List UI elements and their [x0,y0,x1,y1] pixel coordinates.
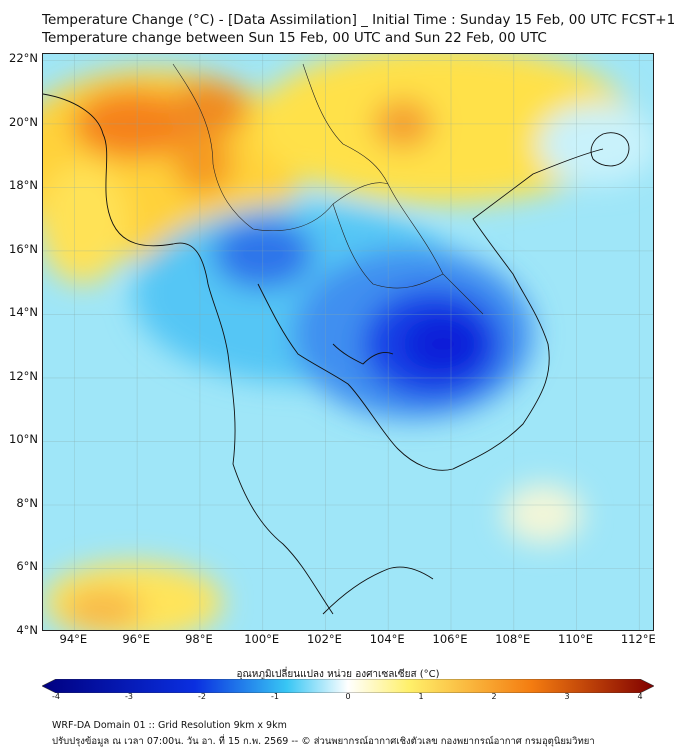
colorbar-gradient [42,679,654,693]
longitude-label: 106°E [432,632,468,646]
latitude-label: 14°N [9,305,38,320]
warm-spot-south [63,589,143,629]
cold-core-center [403,314,483,374]
longitude-label: 108°E [495,632,531,646]
latitude-label: 8°N [16,495,38,510]
longitude-label: 110°E [558,632,594,646]
colorbar-tick: -4 [52,692,60,701]
latitude-label: 12°N [9,368,38,383]
chart-subtitle: Temperature change between Sun 15 Feb, 0… [42,30,547,46]
colorbar-tick: -1 [271,692,279,701]
footer-model-info: WRF-DA Domain 01 :: Grid Resolution 9km … [52,720,287,731]
border-3 [332,203,444,289]
border-4 [387,183,484,315]
cold-spot-west [213,219,313,289]
graticule [43,54,653,630]
colorbar-tick: 2 [491,692,497,701]
map-canvas [43,54,653,630]
warm-region-north [253,54,633,204]
colorbar-tick: 3 [564,692,570,701]
longitude-label: 96°E [122,632,150,646]
colorbar [42,679,654,693]
borders [172,63,484,315]
temperature-change-map [42,53,654,631]
coastline-west [43,93,334,615]
latitude-label: 4°N [16,623,38,637]
hot-spot-4 [373,99,433,149]
latitude-label: 10°N [9,432,38,447]
longitude-label: 102°E [306,632,342,646]
colorbar-tick: -3 [125,692,133,701]
colorbar-tick: 4 [637,692,643,701]
footer-credit: ปรับปรุงข้อมูล ณ เวลา 07:00น. วัน อา. ที… [52,736,595,747]
warm-region-west [43,164,128,284]
gulf-coast [332,343,394,365]
pale-region-south-east [503,484,583,544]
hot-spot-2 [168,81,248,137]
border-1 [172,63,254,230]
colorbar-tick: 1 [418,692,424,701]
colorbar-tick: -2 [198,692,206,701]
longitude-label: 98°E [185,632,213,646]
colorbar-tick: 0 [345,692,351,701]
latitude-label: 20°N [9,114,38,129]
latitude-label: 18°N [9,178,38,193]
coastline-east [257,148,604,471]
longitude-label: 112°E [620,632,656,646]
borneo-coast [322,566,434,615]
longitude-label: 104°E [369,632,405,646]
chart-title: Temperature Change (°C) - [Data Assimila… [42,12,676,28]
hainan-island [590,132,630,167]
colorbar-label: อุณหภูมิเปลี่ยนแปลง หน่วย องศาเซลเซียส (… [236,669,440,680]
longitude-label: 94°E [59,632,88,646]
border-5 [302,63,389,185]
pale-region-hainan [538,104,653,184]
hot-spot-1 [73,89,193,159]
coastlines [43,93,630,615]
latitude-label: 6°N [16,559,38,574]
latitude-label: 22°N [9,51,38,66]
hot-spot-3 [173,134,233,194]
latitude-label: 16°N [9,241,38,256]
longitude-label: 100°E [244,632,280,646]
